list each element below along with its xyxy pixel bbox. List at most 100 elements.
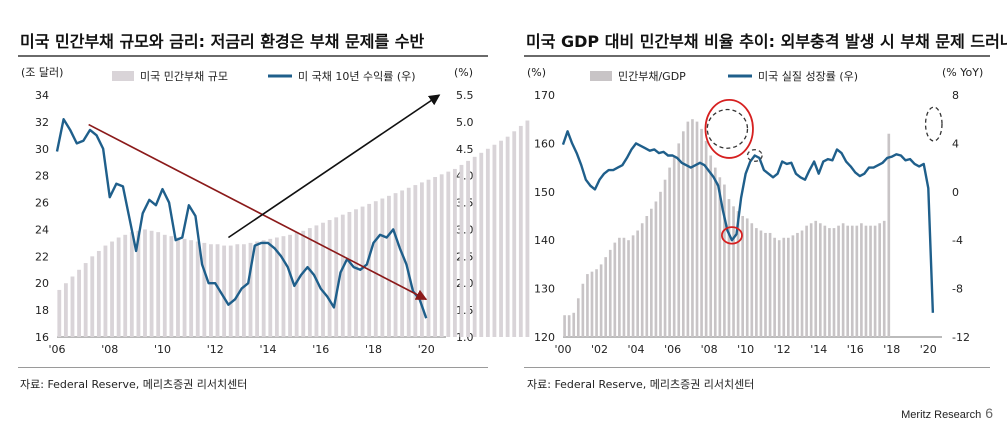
right-debt-bar	[805, 225, 808, 337]
left-rate-line	[55, 118, 428, 319]
right-debt-bar	[809, 223, 813, 337]
left-debt-bar	[281, 236, 286, 337]
left-debt-bar	[426, 179, 431, 337]
left-debt-bar	[222, 245, 227, 337]
right-highlight-circle	[704, 98, 754, 159]
left-y-right-unit: (%)	[454, 66, 473, 79]
right-debt-bar	[713, 167, 717, 337]
right-debt-bar	[873, 225, 877, 337]
left-y-right-tick: 5.5	[456, 89, 474, 102]
right-debt-bar	[796, 232, 799, 337]
left-y-left-tick: 28	[35, 170, 49, 183]
right-debt-bar	[732, 206, 735, 337]
right-debt-bar	[878, 223, 881, 337]
right-x-tick: '16	[847, 343, 864, 356]
right-debt-bar	[814, 220, 818, 337]
left-debt-bar	[248, 242, 253, 337]
left-y-left-tick: 20	[35, 277, 49, 290]
left-y-left-tick: 26	[35, 197, 49, 210]
page-number: 6	[985, 405, 993, 421]
left-debt-bar	[116, 237, 121, 337]
left-debt-bar	[512, 131, 517, 337]
right-debt-bar	[595, 269, 598, 337]
left-x-tick: '16	[312, 343, 329, 356]
left-debt-bar	[63, 283, 68, 337]
left-y-right-tick: 1.5	[456, 304, 474, 317]
right-debt-bar	[736, 211, 740, 337]
right-y-right-tick: 0	[952, 186, 959, 199]
right-debt-bar	[700, 128, 703, 337]
left-debt-bar	[340, 214, 345, 337]
left-bottom-divider	[18, 367, 488, 368]
left-debt-bar	[169, 236, 174, 337]
right-debt-bar	[773, 237, 776, 337]
left-debt-bar	[400, 190, 405, 337]
right-y-right-unit: (% YoY)	[942, 66, 983, 79]
right-debt-bar	[828, 228, 831, 337]
left-debt-bar	[189, 240, 194, 337]
left-y-right-tick: 4.5	[456, 143, 474, 156]
right-y-left-tick: 140	[534, 234, 555, 247]
right-y-left-tick: 160	[534, 137, 555, 150]
right-highlight-circle	[924, 106, 943, 142]
right-debt-bar	[627, 240, 630, 337]
right-debt-bar	[850, 225, 854, 337]
right-x-tick: '18	[883, 343, 900, 356]
left-y-left-tick: 18	[35, 304, 49, 317]
left-debt-bar	[301, 230, 306, 337]
right-debt-bar	[837, 225, 840, 337]
left-debt-bar	[492, 144, 497, 337]
left-debt-bar	[123, 234, 128, 337]
right-debt-bar	[686, 121, 690, 338]
left-debt-bar	[505, 136, 510, 337]
left-debt-bar	[413, 185, 418, 337]
left-debt-bar	[209, 244, 213, 337]
left-legend-line-label: 미 국채 10년 수익률 (우)	[298, 70, 416, 83]
right-debt-bar	[654, 201, 658, 337]
right-y-right-tick: 8	[952, 89, 959, 102]
left-x-tick: '20	[418, 343, 435, 356]
right-debt-bar	[672, 155, 676, 337]
right-debt-bar	[864, 225, 868, 337]
right-debt-bar	[741, 216, 744, 337]
left-y-left-tick: 30	[35, 143, 49, 156]
left-debt-bar	[235, 244, 240, 337]
left-debt-bar	[518, 125, 523, 337]
left-debt-bar	[96, 250, 101, 337]
right-debt-bar	[567, 315, 571, 337]
right-debt-bar	[681, 131, 685, 337]
right-debt-bar	[882, 220, 886, 337]
right-debt-bar	[846, 225, 850, 337]
left-y-right-tick: 2.5	[456, 250, 474, 263]
left-x-tick: '08	[101, 343, 118, 356]
right-legend-bar-label: 민간부채/GDP	[618, 70, 686, 83]
right-x-tick: '02	[591, 343, 608, 356]
left-y-left-tick: 24	[35, 223, 49, 236]
left-x-tick: '18	[365, 343, 382, 356]
right-rate-line	[561, 130, 935, 313]
right-debt-bar	[727, 199, 731, 337]
right-debt-bar	[640, 223, 644, 337]
right-debt-bar	[695, 121, 699, 338]
right-debt-bar	[787, 237, 790, 337]
left-debt-bar	[149, 230, 154, 337]
right-x-tick: '12	[774, 343, 791, 356]
left-y-left-tick: 34	[35, 89, 49, 102]
right-debt-bar	[636, 230, 639, 337]
left-chart-title: 미국 민간부채 규모와 금리: 저금리 환경은 부채 문제를 수반	[18, 27, 488, 57]
right-debt-bar	[677, 143, 681, 337]
right-debt-bar	[663, 179, 667, 337]
right-debt-bar	[855, 225, 859, 337]
left-debt-bar	[57, 289, 62, 337]
footer-brand: Meritz Research	[901, 409, 982, 421]
left-debt-bar	[129, 232, 134, 337]
left-y-left-tick: 16	[35, 331, 49, 344]
left-debt-bar	[110, 241, 114, 337]
right-debt-bar	[750, 223, 754, 337]
left-debt-bar	[380, 198, 385, 337]
right-legend-bar-swatch	[590, 71, 612, 81]
left-debt-bar	[321, 222, 325, 337]
right-y-right-tick: 4	[952, 137, 959, 150]
left-debt-bar	[387, 195, 391, 337]
left-debt-bar	[360, 206, 365, 337]
